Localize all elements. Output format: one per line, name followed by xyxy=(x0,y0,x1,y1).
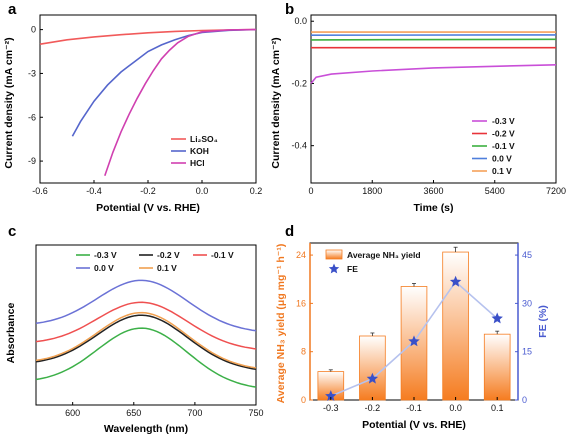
panel-a: a -0.6 -0.4 -0.2 0.0 0.2 0 -3 -6 -9 Potential (V v… xyxy=(3,1,262,214)
y-tick-label-left-d: 24 xyxy=(296,250,306,260)
legend-label-a: KOH xyxy=(190,146,209,156)
legend-label-b: -0.3 V xyxy=(492,116,515,126)
y-tick-label-right-d: 45 xyxy=(522,250,532,260)
series-line-c xyxy=(35,314,257,371)
x-tick-label-b: 1800 xyxy=(362,186,382,196)
legend-swatch-fe xyxy=(328,263,340,274)
x-tick-label-a: 0.0 xyxy=(196,186,209,196)
x-tick-label-b: 0 xyxy=(308,186,313,196)
x-tick-label-a: -0.6 xyxy=(32,186,48,196)
legend-label-b: 0.1 V xyxy=(492,166,512,176)
y-tick-label-right-d: 0 xyxy=(522,395,527,405)
legend-label-c: 0.1 V xyxy=(157,263,177,273)
y-tick-label-b: -0.4 xyxy=(291,141,307,151)
y-axis-title-left-d: Average NH₃ yield (μg mg⁻¹ h⁻¹) xyxy=(275,244,287,404)
x-tick-label-c: 600 xyxy=(65,408,80,418)
legend-label-c: -0.1 V xyxy=(211,250,234,260)
series-line-c xyxy=(35,311,257,369)
legend-label-a: Li₂SO₄ xyxy=(190,134,218,144)
x-axis-title-b: Time (s) xyxy=(413,202,453,214)
legend-label-c: -0.3 V xyxy=(94,250,117,260)
series-line-a xyxy=(104,28,257,176)
fe-point xyxy=(325,390,337,401)
y-tick-label-b: 0.0 xyxy=(294,16,307,26)
bar xyxy=(359,335,386,401)
panel-letter-a: a xyxy=(8,1,17,18)
legend-label-c: 0.0 V xyxy=(94,263,114,273)
legend-label-b: 0.0 V xyxy=(492,154,512,164)
plot-frame-c xyxy=(35,244,257,406)
fe-point xyxy=(449,275,462,287)
y-axis-title-a: Current density (mA cm⁻²) xyxy=(3,37,15,168)
legend-label-b: -0.1 V xyxy=(492,141,515,151)
x-tick-label-c: 650 xyxy=(126,408,141,418)
x-axis-title-a: Potential (V vs. RHE) xyxy=(96,202,200,214)
series-line-c xyxy=(35,327,257,388)
legend-label-c: -0.2 V xyxy=(157,250,180,260)
y-tick-label-a: -6 xyxy=(28,112,36,122)
y-tick-label-right-d: 30 xyxy=(522,298,532,308)
y-axis-title-c: Absorbance xyxy=(5,303,17,364)
plot-frame-a xyxy=(39,14,257,184)
panel-letter-d: d xyxy=(285,223,294,240)
y-tick-label-a: -3 xyxy=(28,68,36,78)
series-line-c xyxy=(35,279,257,332)
x-tick-label-d: 0.0 xyxy=(449,403,462,413)
panel-letter-c: c xyxy=(8,223,16,240)
series-line-b xyxy=(310,64,557,84)
panel-b: b 0 1800 3600 5400 7200 0.0 -0.2 -0.4 Time (s) Cur… xyxy=(270,1,566,214)
fe-point xyxy=(491,312,503,324)
legend-swatch-bar xyxy=(325,249,343,260)
x-axis-title-d: Potential (V vs. RHE) xyxy=(362,419,466,431)
fe-point xyxy=(366,372,379,384)
y-axis-title-b: Current density (mA cm⁻²) xyxy=(270,37,282,168)
x-tick-label-a: 0.2 xyxy=(250,186,263,196)
series-line-c xyxy=(35,301,257,350)
y-tick-label-a: -9 xyxy=(28,156,36,166)
series-line-a xyxy=(39,28,257,45)
x-tick-label-c: 750 xyxy=(248,408,263,418)
x-tick-label-d: -0.3 xyxy=(323,403,339,413)
bar xyxy=(483,333,511,401)
y-axis-title-right-d: FE (%) xyxy=(537,305,549,338)
y-tick-label-left-d: 0 xyxy=(301,395,306,405)
y-tick-label-left-d: 16 xyxy=(296,298,306,308)
y-tick-label-a: 0 xyxy=(31,25,36,35)
bar xyxy=(442,251,469,401)
x-tick-label-b: 7200 xyxy=(546,186,566,196)
legend-label-fe: FE xyxy=(347,264,358,274)
x-tick-label-c: 700 xyxy=(187,408,202,418)
y-tick-label-left-d: 8 xyxy=(301,347,306,357)
x-tick-label-d: -0.2 xyxy=(365,403,381,413)
x-tick-label-b: 3600 xyxy=(423,186,443,196)
y-tick-label-b: -0.2 xyxy=(291,78,307,88)
legend-label-bar: Average NH₃ yield xyxy=(347,250,421,260)
x-tick-label-b: 5400 xyxy=(485,186,505,196)
x-tick-label-a: -0.4 xyxy=(86,186,102,196)
y-tick-label-right-d: 15 xyxy=(522,347,532,357)
fe-point xyxy=(408,335,420,347)
panel-letter-b: b xyxy=(285,1,294,18)
x-tick-label-d: -0.1 xyxy=(406,403,422,413)
x-tick-label-d: 0.1 xyxy=(491,403,504,413)
x-tick-label-a: -0.2 xyxy=(140,186,156,196)
series-line-a xyxy=(71,28,257,137)
x-axis-title-c: Wavelength (nm) xyxy=(104,423,188,435)
legend-label-a: HCl xyxy=(190,158,205,168)
panel-c: c 600 650 700 750 Wavelength (nm) Absorbance -0… xyxy=(5,223,264,435)
panel-d: d -0.3 -0.2 -0.1 0.0 0.1 0 8 16 24 0 15 30 45 Potentia… xyxy=(275,223,549,431)
series-line-b xyxy=(310,38,557,41)
legend-label-b: -0.2 V xyxy=(492,129,515,139)
